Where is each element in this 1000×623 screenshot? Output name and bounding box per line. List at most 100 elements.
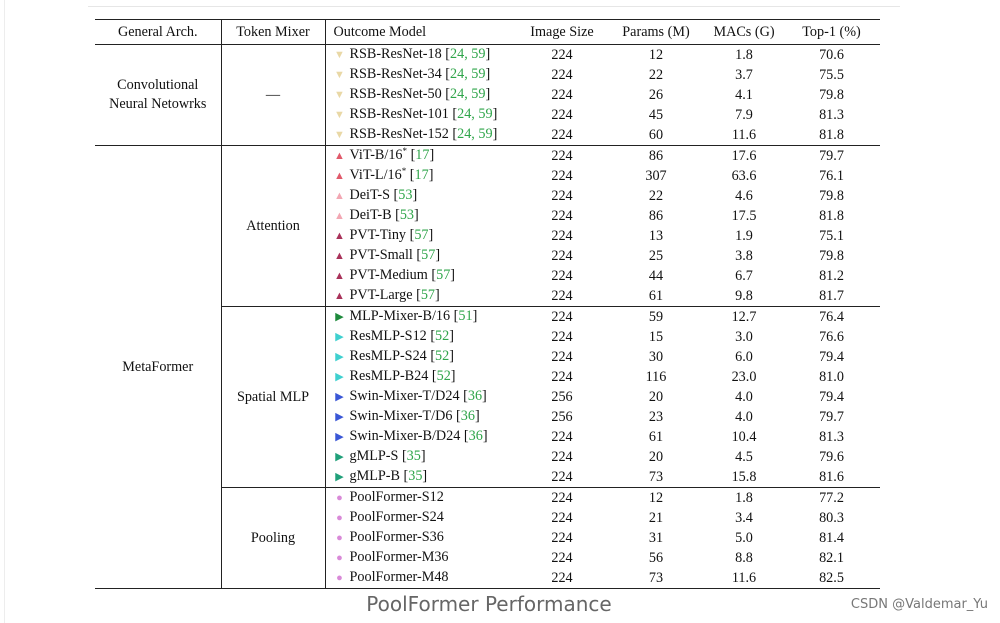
macs-cell: 6.0 <box>735 348 753 365</box>
image-size-cell: 224 <box>551 247 573 264</box>
table-row: MetaFormer Attention ▲ ViT-B/16* [17] 224 86 1… <box>95 145 880 589</box>
top1-cell: 81.7 <box>819 287 844 304</box>
image-size-cell: 224 <box>551 187 573 204</box>
model-name: PVT-Large <box>349 287 413 303</box>
macs-cell: 17.6 <box>731 147 757 164</box>
marker-icon: ▶ <box>335 331 344 343</box>
macs-cell: 17.5 <box>731 207 757 224</box>
model-name-cell: ▼ RSB-ResNet-152 [24, 59] <box>325 125 517 146</box>
macs-cell: 1.8 <box>735 46 753 63</box>
macs-cell: 7.9 <box>735 106 753 123</box>
marker-icon: ▶ <box>335 311 344 323</box>
model-name-cell: ▲ PVT-Medium [57] <box>325 266 517 286</box>
params-cell: 25 <box>648 247 664 264</box>
citation-refs: 17 <box>415 147 430 163</box>
model-name-cell: ▲ DeiT-B [53] <box>325 206 517 226</box>
arch-cell-convolutional: Convolutional Neural Netowrks <box>95 44 222 146</box>
model-name: PoolFormer-M36 <box>349 549 449 565</box>
mixer-cell-pooling: Pooling <box>221 487 326 589</box>
marker-icon: ▶ <box>335 431 344 443</box>
top1-cell: 81.8 <box>819 207 844 224</box>
table-row: ▶ Swin-Mixer-B/D24 [36] 224 61 10.4 81.3 <box>95 427 880 447</box>
macs-cell: 8.8 <box>735 549 753 566</box>
params-cell: 20 <box>648 388 664 405</box>
table-row: ▶ ResMLP-B24 [52] 224 116 23.0 81.0 <box>95 367 880 387</box>
citation-refs: 17 <box>414 167 429 183</box>
params-cell: 30 <box>648 348 664 365</box>
params-cell: 61 <box>648 428 664 445</box>
image-size-cell: 224 <box>551 207 573 224</box>
macs-cell: 3.8 <box>735 247 753 264</box>
marker-icon: ▲ <box>334 150 345 162</box>
macs-cell: 4.5 <box>735 448 753 465</box>
marker-icon: ▼ <box>334 49 345 61</box>
image-size-cell: 224 <box>551 46 573 63</box>
table-row: ▶ gMLP-S [35] 224 20 4.5 79.6 <box>95 447 880 467</box>
model-name: ResMLP-S12 <box>349 328 427 344</box>
top1-cell: 75.1 <box>819 227 844 244</box>
model-name: DeiT-B <box>349 207 392 223</box>
image-size-cell: 224 <box>551 468 573 485</box>
model-name-cell: ▲ PVT-Small [57] <box>325 246 517 266</box>
model-name: ViT-B/16 <box>349 147 403 163</box>
citation-refs: 24, 59 <box>457 126 493 142</box>
model-name-cell: ▶ gMLP-B [35] <box>325 467 517 488</box>
model-name: ResMLP-S24 <box>349 348 427 364</box>
macs-cell: 11.6 <box>731 126 757 143</box>
params-cell: 12 <box>607 487 705 508</box>
top1-cell: 79.4 <box>819 348 844 365</box>
header-general-arch: General Arch. <box>95 19 222 45</box>
table-row: ▼ RSB-ResNet-152 [24, 59] 224 60 11.6 81.8 <box>95 125 880 146</box>
table-row: Convolutional Neural Netowrks — ▼ RSB-ResNet… <box>95 44 880 146</box>
model-name-cell: ● PoolFormer-S24 <box>325 508 517 528</box>
marker-icon: ▲ <box>334 230 345 242</box>
model-name-cell: ▲ ViT-L/16* [17] <box>325 166 517 186</box>
image-size-cell: 224 <box>551 147 573 164</box>
params-cell: 21 <box>648 509 664 526</box>
marker-icon: ● <box>336 512 343 524</box>
model-name: PoolFormer-S24 <box>349 509 444 525</box>
macs-cell: 4.0 <box>735 408 753 425</box>
image-size-cell: 224 <box>517 487 607 508</box>
params-cell: 116 <box>645 368 667 385</box>
model-name: Swin-Mixer-T/D24 <box>349 388 460 404</box>
macs-cell: 63.6 <box>731 167 757 184</box>
top1-cell: 77.2 <box>783 487 880 508</box>
image-size-cell: 224 <box>551 267 573 284</box>
model-name-cell: ▶ MLP-Mixer-B/16 [51] <box>325 306 517 327</box>
table-row: ▲ ViT-L/16* [17] 224 307 63.6 76.1 <box>95 166 880 186</box>
macs-cell: 3.4 <box>735 509 753 526</box>
citation-refs: 57 <box>420 287 436 303</box>
top1-cell: 82.5 <box>819 569 844 586</box>
model-name: RSB-ResNet-101 <box>349 106 449 122</box>
image-size-cell: 224 <box>551 227 573 244</box>
table-row: Pooling ● PoolFormer-S12 224 12 1.8 77.2 <box>95 487 880 589</box>
table-row: ▶ gMLP-B [35] 224 73 15.8 81.6 <box>95 467 880 488</box>
citation-refs: 36 <box>468 428 483 444</box>
marker-icon: ▼ <box>334 109 345 121</box>
image-size-cell: 224 <box>551 328 573 345</box>
macs-cell: 9.8 <box>735 287 753 304</box>
params-cell: 22 <box>648 66 664 83</box>
model-name-cell: ▼ RSB-ResNet-101 [24, 59] <box>325 105 517 125</box>
marker-icon: ▶ <box>335 351 344 363</box>
params-cell: 44 <box>648 267 664 284</box>
params-cell: 61 <box>648 287 664 304</box>
header-token-mixer: Token Mixer <box>221 19 326 45</box>
model-name: RSB-ResNet-18 <box>349 46 442 62</box>
citation-refs: 35 <box>406 448 421 464</box>
params-cell: 307 <box>645 167 667 184</box>
model-name: RSB-ResNet-152 <box>349 126 449 142</box>
model-name: PVT-Small <box>349 247 413 263</box>
top1-cell: 81.4 <box>819 529 844 546</box>
model-name-cell: ▶ ResMLP-S24 [52] <box>325 347 517 367</box>
model-name-cell: ▲ DeiT-S [53] <box>325 186 517 206</box>
table-row: ▲ PVT-Medium [57] 224 44 6.7 81.2 <box>95 266 880 286</box>
header-top1: Top-1 (%) <box>802 24 861 40</box>
params-cell: 73 <box>648 468 664 485</box>
table-row: ● PoolFormer-M36 224 56 8.8 82.1 <box>95 548 880 568</box>
top1-cell: 81.2 <box>819 267 844 284</box>
image-size-cell: 224 <box>517 306 607 327</box>
citation-refs: 24, 59 <box>450 86 486 102</box>
image-size-cell: 224 <box>551 428 573 445</box>
